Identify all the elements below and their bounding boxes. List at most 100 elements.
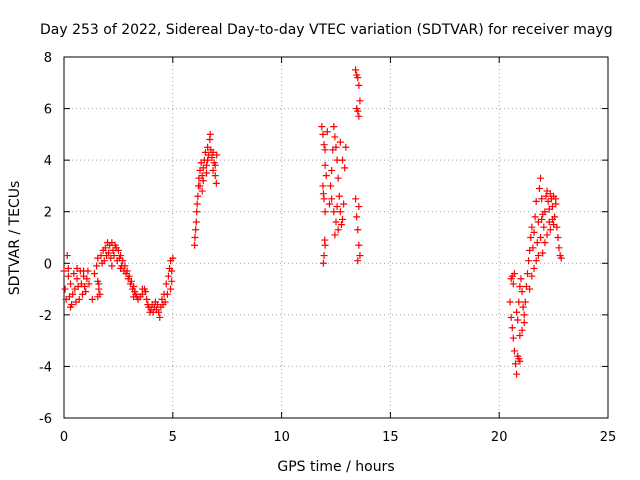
data-point: [354, 107, 362, 115]
data-point: [164, 272, 172, 280]
data-point: [542, 192, 550, 200]
data-point: [101, 244, 109, 252]
y-axis-label: SDTVAR / TECUs: [7, 181, 23, 296]
data-point: [320, 195, 328, 203]
data-point: [520, 319, 528, 327]
data-point: [162, 280, 170, 288]
data-point: [328, 166, 336, 174]
data-point: [538, 195, 546, 203]
data-point: [192, 226, 200, 234]
data-point: [525, 257, 533, 265]
data-point: [546, 226, 554, 234]
data-point: [534, 252, 542, 260]
data-point: [332, 218, 340, 226]
x-tick-label: 10: [273, 430, 290, 445]
y-tick-label: 0: [44, 257, 52, 272]
data-point: [331, 231, 339, 239]
data-point: [353, 213, 361, 221]
y-tick-label: 2: [44, 206, 52, 221]
y-tick-label: 8: [44, 51, 52, 66]
x-axis-label: GPS time / hours: [277, 459, 394, 475]
data-point: [557, 254, 565, 262]
data-point: [198, 172, 206, 180]
data-point: [515, 298, 523, 306]
data-point: [354, 257, 362, 265]
data-point: [355, 81, 363, 89]
data-point: [510, 347, 518, 355]
data-point: [335, 192, 343, 200]
data-point: [535, 185, 543, 193]
data-point: [213, 151, 221, 159]
data-point: [208, 154, 216, 162]
data-point: [321, 161, 329, 169]
data-point: [63, 252, 71, 260]
x-tick-labels: 0 5 10 15 20 25: [60, 430, 616, 445]
data-point: [518, 288, 526, 296]
grid-lines: [64, 57, 608, 418]
data-point: [85, 280, 93, 288]
data-point: [95, 285, 103, 293]
data-point: [191, 241, 199, 249]
data-point: [320, 141, 328, 149]
x-tick-label: 15: [382, 430, 399, 445]
data-point: [529, 244, 537, 252]
data-point: [336, 208, 344, 216]
data-point: [161, 298, 169, 306]
data-point: [355, 203, 363, 211]
data-point: [203, 161, 211, 169]
data-point: [531, 213, 539, 221]
data-point: [354, 226, 362, 234]
y-tick-label: 6: [44, 103, 52, 118]
data-point: [538, 215, 546, 223]
data-point: [537, 174, 545, 182]
data-point: [330, 123, 338, 131]
data-point: [204, 156, 212, 164]
data-point: [199, 177, 207, 185]
data-point: [330, 208, 338, 216]
data-point: [130, 282, 138, 290]
data-point: [339, 156, 347, 164]
data-point: [69, 290, 77, 298]
data-point: [532, 197, 540, 205]
data-point: [342, 143, 350, 151]
axis-ticks: [63, 56, 609, 419]
data-point: [168, 277, 176, 285]
data-point: [167, 285, 175, 293]
data-point: [321, 241, 329, 249]
x-tick-label: 5: [169, 430, 177, 445]
data-point: [108, 262, 116, 270]
data-point: [143, 295, 151, 303]
data-point: [523, 270, 531, 278]
data-point: [100, 257, 108, 265]
data-point: [83, 275, 91, 283]
y-tick-label: -6: [39, 412, 52, 427]
y-tick-labels: -6 -4 -2 0 2 4 6 8: [39, 51, 52, 427]
data-point: [328, 195, 336, 203]
data-point: [75, 295, 83, 303]
data-point: [318, 123, 326, 131]
data-point: [321, 146, 329, 154]
data-point: [88, 295, 96, 303]
data-point: [193, 200, 201, 208]
data-point: [191, 234, 199, 241]
data-point: [331, 133, 339, 141]
data-point: [516, 331, 524, 339]
data-point: [206, 130, 214, 138]
data-point: [123, 267, 131, 275]
data-point: [510, 270, 518, 278]
data-point: [81, 282, 89, 290]
data-point: [67, 303, 75, 311]
data-point: [209, 166, 217, 174]
data-point: [532, 257, 540, 265]
data-point: [356, 97, 364, 105]
data-point: [509, 280, 517, 288]
x-tick-label: 0: [60, 430, 68, 445]
data-point: [82, 288, 90, 296]
data-point: [507, 313, 515, 321]
data-point: [319, 259, 327, 267]
data-point: [156, 313, 164, 321]
data-point: [194, 192, 202, 200]
data-point: [125, 272, 133, 280]
data-point: [528, 272, 536, 280]
